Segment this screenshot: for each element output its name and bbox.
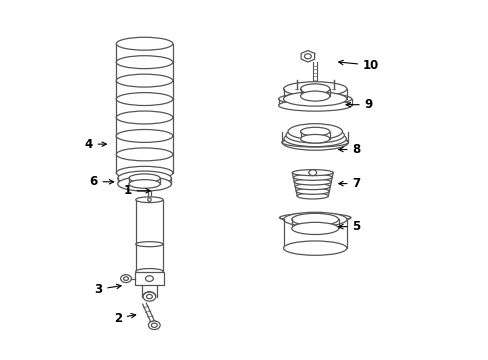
Ellipse shape	[284, 131, 346, 147]
Ellipse shape	[295, 184, 330, 190]
Text: 9: 9	[346, 98, 372, 111]
Ellipse shape	[116, 56, 172, 69]
Circle shape	[121, 275, 131, 283]
Ellipse shape	[300, 91, 329, 101]
Ellipse shape	[291, 213, 338, 226]
Ellipse shape	[116, 93, 172, 105]
Circle shape	[123, 277, 128, 280]
Ellipse shape	[294, 179, 330, 185]
Ellipse shape	[300, 134, 329, 143]
Ellipse shape	[116, 111, 172, 124]
Ellipse shape	[282, 138, 347, 147]
Circle shape	[304, 54, 311, 59]
Ellipse shape	[279, 213, 350, 222]
Ellipse shape	[129, 180, 160, 188]
Ellipse shape	[278, 100, 351, 111]
Ellipse shape	[293, 174, 331, 180]
Ellipse shape	[116, 148, 172, 161]
Ellipse shape	[136, 197, 163, 203]
Ellipse shape	[283, 92, 346, 106]
Circle shape	[143, 292, 156, 301]
Ellipse shape	[147, 198, 151, 202]
Text: 8: 8	[338, 143, 360, 156]
Text: 1: 1	[123, 184, 150, 197]
Ellipse shape	[287, 124, 342, 139]
Ellipse shape	[291, 222, 338, 234]
Ellipse shape	[300, 127, 329, 136]
Ellipse shape	[136, 269, 163, 274]
Bar	[147, 185, 151, 200]
Ellipse shape	[116, 37, 172, 50]
Ellipse shape	[147, 183, 151, 186]
Text: 7: 7	[338, 177, 360, 190]
Circle shape	[308, 170, 316, 176]
Text: 2: 2	[113, 311, 136, 325]
Ellipse shape	[116, 166, 172, 179]
Ellipse shape	[300, 84, 329, 94]
Bar	[135, 272, 163, 285]
Ellipse shape	[116, 130, 172, 143]
Circle shape	[145, 276, 153, 282]
Ellipse shape	[116, 74, 172, 87]
Text: 4: 4	[84, 138, 106, 150]
Ellipse shape	[285, 127, 344, 143]
Text: 3: 3	[94, 283, 121, 296]
Circle shape	[151, 323, 157, 327]
Circle shape	[146, 294, 152, 299]
Text: 10: 10	[338, 59, 379, 72]
Polygon shape	[301, 50, 314, 62]
Ellipse shape	[297, 193, 328, 199]
Ellipse shape	[118, 171, 171, 185]
Ellipse shape	[283, 212, 346, 226]
Polygon shape	[142, 303, 156, 326]
Circle shape	[148, 321, 160, 329]
Ellipse shape	[292, 170, 332, 176]
Ellipse shape	[129, 174, 160, 183]
Text: 5: 5	[338, 220, 360, 233]
Ellipse shape	[278, 93, 351, 105]
Ellipse shape	[296, 188, 329, 194]
Ellipse shape	[283, 82, 346, 96]
Ellipse shape	[136, 242, 163, 247]
Ellipse shape	[283, 241, 346, 255]
Bar	[136, 200, 163, 271]
Ellipse shape	[118, 177, 171, 191]
Ellipse shape	[282, 134, 347, 150]
Text: 6: 6	[89, 175, 114, 188]
